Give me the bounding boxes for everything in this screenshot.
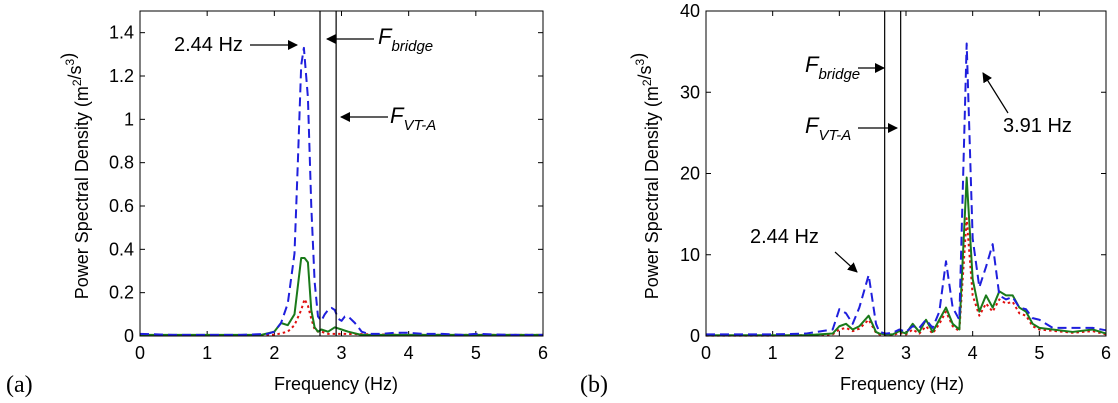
- chart-a-xtick-label: 2: [269, 343, 279, 363]
- chart-a-series: [139, 46, 543, 337]
- chart-a-xtick-label: 6: [538, 343, 548, 363]
- chart-b-xtick-label: 3: [901, 343, 911, 363]
- chart-a-xlabel: Frequency (Hz): [274, 374, 398, 394]
- chart-a-plot-frame: [139, 10, 544, 337]
- chart-a-series-dashed-line: [139, 46, 543, 336]
- chart-a-ylabel: Power Spectral Density (m2/s3): [58, 53, 92, 299]
- chart-b-ylabel-text: Power Spectral Density (m2/s3): [628, 53, 662, 299]
- chart-a-fvta-label: FVT-A: [390, 103, 436, 134]
- chart-a-xtick-label: 0: [135, 343, 145, 363]
- chart-b-ytick-label: 30: [680, 82, 700, 102]
- chart-b-ytick-label: 0: [690, 326, 700, 346]
- chart-b-series-dotted-line: [706, 217, 1107, 337]
- chart-a-ticks: 0 1 2 3 4 5 6 0 0.2 0.4 0.6 0.8 1 1.2 1.4: [109, 11, 548, 363]
- chart-a-annotation-peak: 2.44 Hz: [174, 34, 243, 56]
- chart-b-fvta-label: FVT-A: [805, 113, 851, 144]
- chart-a-ytick-label: 0.2: [109, 283, 134, 303]
- chart-b-annotation-second-arrow: [834, 251, 858, 273]
- chart-b-series-dashed-line: [706, 42, 1107, 336]
- chart-a-ytick-label: 0.4: [109, 239, 134, 259]
- chart-b-ytick-label: 10: [680, 245, 700, 265]
- chart-b: (b) Frequency (Hz) Power Spectral Densit…: [580, 1, 1111, 398]
- chart-b-plot-frame: [705, 10, 1107, 337]
- chart-b-fbridge-label: Fbridge: [805, 52, 860, 83]
- panel-a-label: (a): [6, 372, 33, 398]
- chart-a-xtick-label: 4: [404, 343, 414, 363]
- chart-a-xtick-label: 3: [336, 343, 346, 363]
- chart-b-vlines: [884, 11, 902, 336]
- chart-b-xtick-label: 4: [968, 343, 978, 363]
- chart-a-ylabel-text: Power Spectral Density (m2/s3): [58, 53, 92, 299]
- chart-b-xtick-label: 6: [1101, 343, 1111, 363]
- chart-b-xtick-label: 2: [834, 343, 844, 363]
- chart-b-series: [706, 42, 1107, 337]
- chart-a-ytick-label: 1: [124, 109, 134, 129]
- chart-a-series-dotted-line: [140, 298, 543, 337]
- chart-a-ytick-label: 0: [124, 326, 134, 346]
- chart-b-xlabel: Frequency (Hz): [840, 374, 964, 394]
- chart-a-xtick-label: 1: [202, 343, 212, 363]
- panel-b-label: (b): [580, 372, 608, 398]
- chart-a-xtick-label: 5: [471, 343, 481, 363]
- chart-a-fbridge-label: Fbridge: [378, 24, 433, 55]
- chart-a-ytick-label: 0.6: [109, 196, 134, 216]
- chart-a-ytick-label: 0.8: [109, 153, 134, 173]
- chart-b-ticks: 0 1 2 3 4 5 6 0 10 20 30 40: [680, 1, 1111, 363]
- chart-b-xtick-label: 0: [701, 343, 711, 363]
- chart-b-xtick-label: 1: [768, 343, 778, 363]
- chart-a-ytick-label: 1.4: [109, 23, 134, 43]
- chart-b-annotation-peak: 3.91 Hz: [1003, 115, 1072, 137]
- chart-b-series-solid-line: [706, 176, 1107, 337]
- chart-b-ytick-label: 20: [680, 164, 700, 184]
- chart-b-annotation-peak-arrow: [982, 72, 1009, 114]
- chart-b-annotation-second: 2.44 Hz: [750, 226, 819, 248]
- chart-b-ylabel: Power Spectral Density (m2/s3): [628, 53, 662, 299]
- chart-a: (a) Frequency (Hz) Power Spectral Densit…: [6, 10, 548, 398]
- chart-a-series-solid-line: [140, 257, 543, 336]
- chart-b-ytick-label: 40: [680, 1, 700, 21]
- chart-a-vlines: [319, 11, 337, 336]
- chart-b-xtick-label: 5: [1034, 343, 1044, 363]
- chart-a-ytick-label: 1.2: [109, 66, 134, 86]
